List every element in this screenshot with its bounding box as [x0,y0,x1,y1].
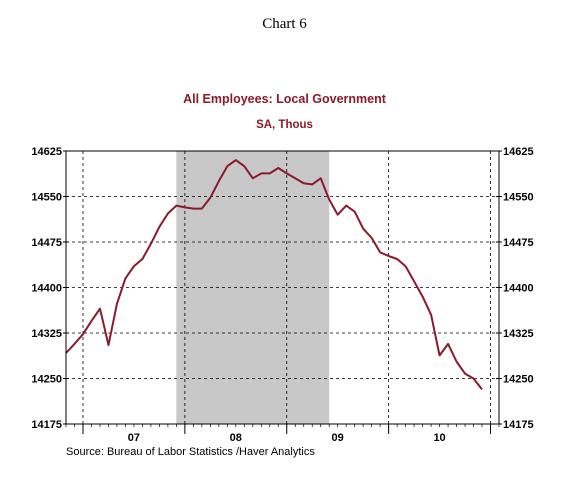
plot-frame [65,150,500,425]
series-line [65,159,483,391]
chart-number-label: Chart 6 [262,16,307,32]
y-tick-label-right: 14475 [503,237,534,249]
chart-subtitle: SA, Thous [256,119,313,131]
source-note: Source: Bureau of Labor Statistics /Have… [66,446,315,458]
y-tick-label-right: 14400 [503,283,534,295]
y-tick-label-right: 14175 [503,419,534,431]
y-tick-label-left: 14400 [31,283,62,295]
y-tick-label-left: 14475 [31,237,62,249]
y-tick-label-left: 14325 [31,328,62,340]
y-tick-label-left: 14250 [31,374,62,386]
y-tick-label-left: 14550 [31,192,62,204]
x-tick-label: 10 [433,432,445,444]
y-tick-label-right: 14250 [503,374,534,386]
chart-title: All Employees: Local Government [183,92,386,106]
x-tick-label: 07 [128,432,140,444]
y-tick-label-left: 14175 [31,419,62,431]
x-tick-label: 08 [230,432,242,444]
y-tick-label-left: 14625 [31,146,62,158]
tick-labels: 14625 14625 14550 14550 14475 14475 14400 14400… [31,146,533,444]
y-tick-label-right: 14625 [503,146,534,158]
y-tick-label-right: 14550 [503,192,534,204]
y-tick-label-right: 14325 [503,328,534,340]
grid-lines [66,151,499,424]
x-tick-label: 09 [332,432,344,444]
